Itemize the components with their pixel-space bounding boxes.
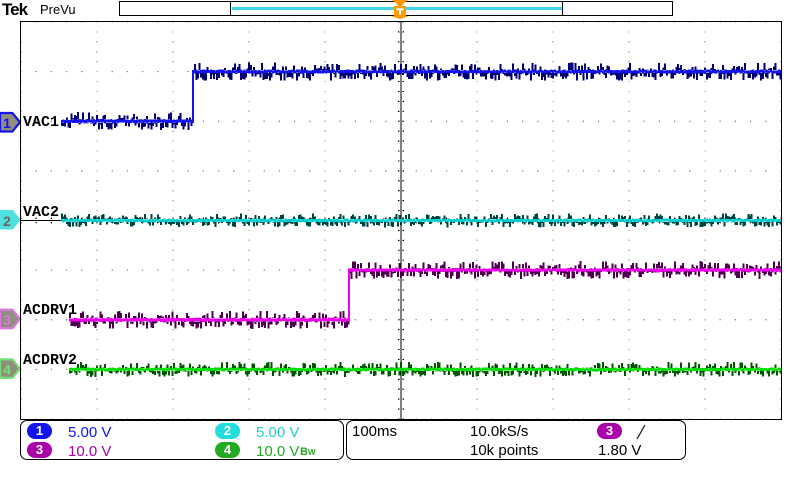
svg-text:2: 2 bbox=[3, 213, 11, 229]
svg-text:3: 3 bbox=[3, 312, 11, 328]
svg-text:1: 1 bbox=[3, 115, 11, 131]
svg-text:4: 4 bbox=[3, 362, 11, 378]
